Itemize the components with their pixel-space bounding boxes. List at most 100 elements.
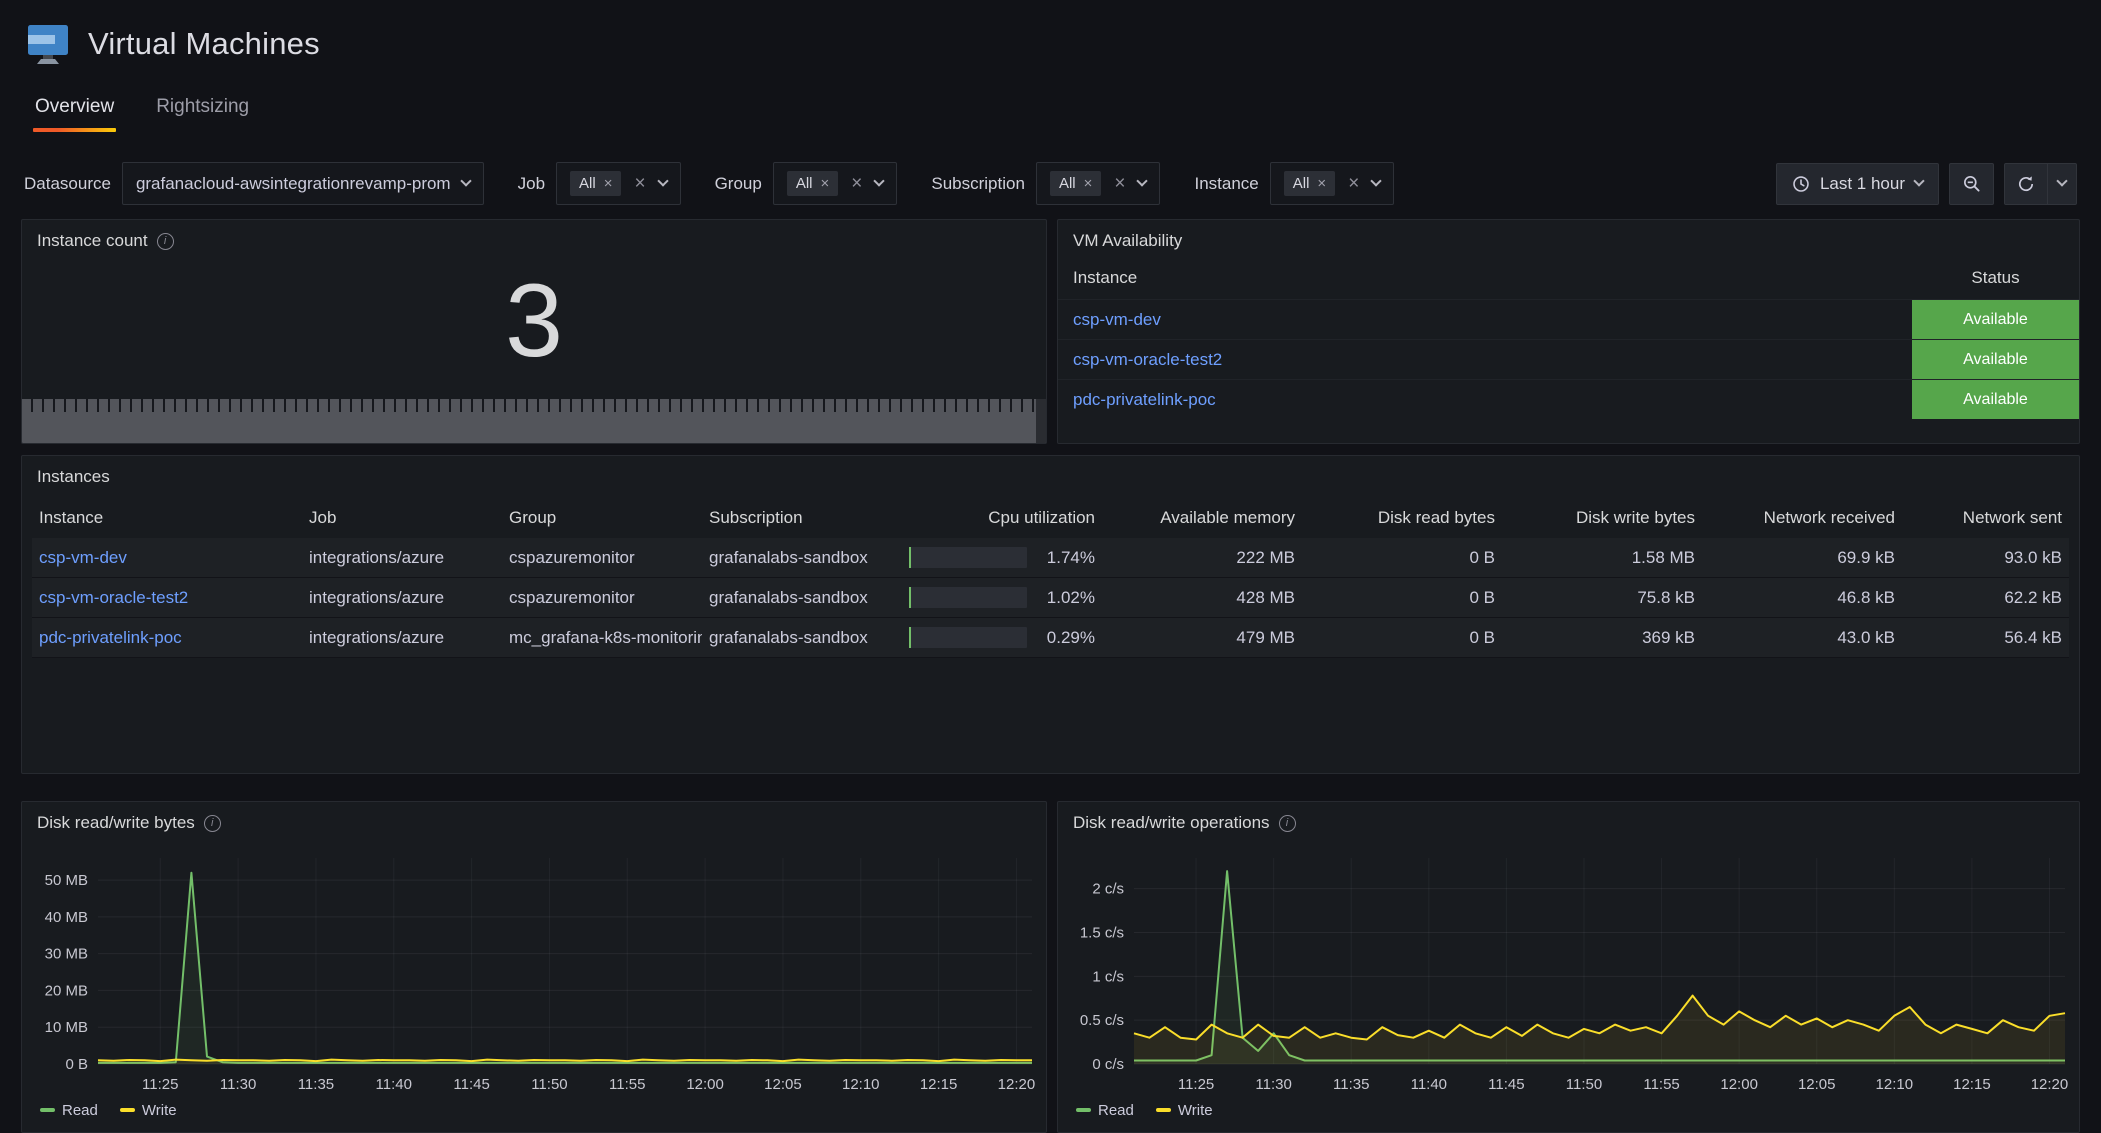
- job-cell: integrations/azure: [309, 587, 445, 607]
- filter-select[interactable]: All × ×: [556, 162, 681, 205]
- column-header[interactable]: Disk write bytes: [1575, 508, 1695, 527]
- datasource-value: grafanacloud-awsintegrationrevamp-prom: [135, 173, 451, 193]
- dashboard-header: Virtual Machines: [0, 0, 2101, 68]
- column-header[interactable]: Group: [509, 508, 557, 527]
- cpu-gauge: [909, 627, 1027, 648]
- page-title: Virtual Machines: [88, 26, 320, 61]
- vm-availability-body: csp-vm-dev Available csp-vm-oracle-test2 Av…: [1058, 299, 2079, 419]
- clear-filter-icon[interactable]: ×: [1114, 173, 1126, 194]
- disk-write-cell: 1.58 MB: [1631, 547, 1695, 567]
- info-icon[interactable]: i: [1278, 814, 1296, 832]
- chevron-down-icon: [1370, 175, 1382, 187]
- filter-subscription: Subscription All × ×: [931, 162, 1161, 205]
- svg-text:2 c/s: 2 c/s: [1092, 881, 1124, 898]
- filter-chip-value: All: [795, 175, 813, 192]
- filter-select[interactable]: All × ×: [1269, 162, 1395, 205]
- clear-filter-icon[interactable]: ×: [851, 173, 863, 194]
- datasource-select[interactable]: grafanacloud-awsintegrationrevamp-prom: [121, 162, 484, 205]
- column-header[interactable]: Disk read bytes: [1377, 508, 1495, 527]
- time-controls: Last 1 hour: [1775, 162, 2077, 205]
- clear-filter-icon[interactable]: ×: [1348, 173, 1360, 194]
- table-row: csp-vm-oracle-test2 integrations/azure csp…: [32, 578, 2069, 618]
- column-header[interactable]: Available memory: [1160, 508, 1295, 527]
- table-row: csp-vm-dev Available: [1058, 299, 2079, 339]
- filter-group: Group All × ×: [715, 162, 898, 205]
- legend-item-read[interactable]: Read: [40, 1102, 98, 1119]
- svg-text:12:20: 12:20: [2031, 1076, 2069, 1093]
- group-cell: cspazuremonitor: [509, 547, 635, 567]
- disk-ops-legend: Read Write: [1058, 1098, 2079, 1132]
- instance-link[interactable]: csp-vm-dev: [1073, 309, 1161, 329]
- remove-chip-icon[interactable]: ×: [1083, 175, 1093, 192]
- svg-text:11:30: 11:30: [1255, 1076, 1291, 1093]
- column-header[interactable]: Network sent: [1962, 508, 2062, 527]
- svg-text:11:50: 11:50: [1566, 1076, 1602, 1093]
- refresh-interval-dropdown[interactable]: [2048, 162, 2077, 205]
- remove-chip-icon[interactable]: ×: [603, 175, 613, 192]
- refresh-button[interactable]: [2004, 162, 2048, 205]
- instance-link[interactable]: csp-vm-dev: [39, 547, 127, 567]
- datasource-picker: Datasource grafanacloud-awsintegrationre…: [24, 162, 484, 205]
- svg-text:0 B: 0 B: [65, 1056, 88, 1073]
- remove-chip-icon[interactable]: ×: [820, 175, 830, 192]
- column-header[interactable]: Job: [309, 508, 337, 527]
- cpu-gauge: [909, 587, 1027, 608]
- tab-rightsizing[interactable]: Rightsizing: [156, 96, 250, 117]
- time-range-picker[interactable]: Last 1 hour: [1775, 162, 1939, 205]
- svg-text:30 MB: 30 MB: [45, 946, 88, 963]
- panel-title: Disk read/write bytes: [37, 813, 195, 832]
- instance-link[interactable]: pdc-privatelink-poc: [1073, 389, 1216, 409]
- network-sent-cell: 62.2 kB: [2004, 587, 2062, 607]
- filter-chip-value: All: [1292, 175, 1310, 192]
- filter-select[interactable]: All × ×: [772, 162, 898, 205]
- vm-monitor-icon: [24, 20, 72, 68]
- job-cell: integrations/azure: [309, 627, 445, 647]
- column-header-instance[interactable]: Instance: [1073, 268, 1138, 287]
- instance-link[interactable]: pdc-privatelink-poc: [39, 627, 182, 647]
- instance-link[interactable]: csp-vm-oracle-test2: [39, 587, 189, 607]
- network-sent-cell: 56.4 kB: [2004, 627, 2062, 647]
- filter-label: Group: [714, 173, 762, 193]
- refresh-icon: [2017, 175, 2035, 193]
- zoom-out-button[interactable]: [1949, 162, 1994, 205]
- column-header[interactable]: Network received: [1763, 508, 1895, 527]
- disk-ops-chart[interactable]: 11:25 11:30 11:35 11:40 11:45 11:50 11:55 12:00…: [1058, 844, 2079, 1098]
- disk-bytes-chart[interactable]: 11:25 11:30 11:35 11:40 11:45 11:50 11:55 12:00…: [22, 844, 1046, 1098]
- legend-item-write[interactable]: Write: [119, 1102, 177, 1119]
- tab-overview[interactable]: Overview: [33, 92, 117, 132]
- legend-swatch: [1155, 1108, 1171, 1112]
- svg-text:11:55: 11:55: [609, 1076, 645, 1093]
- column-header-status[interactable]: Status: [1971, 268, 2020, 287]
- legend-item-read[interactable]: Read: [1076, 1102, 1134, 1119]
- column-header[interactable]: Instance: [39, 508, 104, 527]
- instance-cell: csp-vm-oracle-test2: [32, 588, 302, 608]
- svg-text:11:30: 11:30: [220, 1076, 256, 1093]
- column-header[interactable]: Subscription: [709, 508, 803, 527]
- legend-item-write[interactable]: Write: [1155, 1102, 1213, 1119]
- filter-bar: Datasource grafanacloud-awsintegrationre…: [0, 132, 2101, 205]
- info-icon[interactable]: i: [156, 232, 174, 250]
- tab-bar: Overview Rightsizing: [0, 68, 2101, 132]
- memory-cell: 428 MB: [1236, 587, 1295, 607]
- info-icon[interactable]: i: [203, 814, 221, 832]
- disk-bytes-panel: Disk read/write bytes i 11:25 11:30 11:35 1…: [21, 801, 1047, 1133]
- filter-select[interactable]: All × ×: [1035, 162, 1161, 205]
- svg-text:12:15: 12:15: [1953, 1076, 1991, 1093]
- panel-header: VM Availability: [1058, 220, 2079, 262]
- svg-text:12:15: 12:15: [920, 1076, 958, 1093]
- svg-text:1.5 c/s: 1.5 c/s: [1080, 925, 1124, 942]
- column-header[interactable]: Cpu utilization: [988, 508, 1095, 527]
- chevron-down-icon: [2056, 175, 2068, 187]
- disk-read-cell: 0 B: [1469, 627, 1495, 647]
- filter-chip-value: All: [1058, 175, 1076, 192]
- disk-read-cell: 0 B: [1469, 547, 1495, 567]
- legend-label: Read: [62, 1101, 98, 1119]
- remove-chip-icon[interactable]: ×: [1317, 175, 1327, 192]
- disk-write-cell: 369 kB: [1642, 627, 1695, 647]
- instance-link[interactable]: csp-vm-oracle-test2: [1073, 349, 1223, 369]
- filter-instance: Instance All × ×: [1194, 162, 1395, 205]
- chevron-down-icon: [656, 175, 669, 187]
- network-sent-cell: 93.0 kB: [2004, 547, 2062, 567]
- clear-filter-icon[interactable]: ×: [634, 173, 646, 194]
